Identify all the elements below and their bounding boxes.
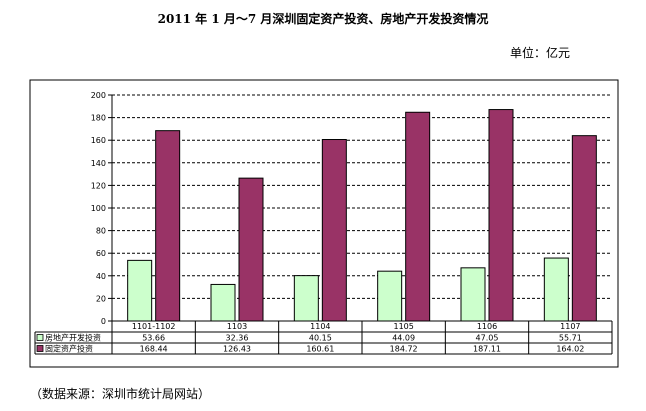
bar-fixed-asset [155, 130, 181, 322]
data-label: 40.15 [309, 334, 332, 343]
bar-fixed-asset [321, 139, 347, 322]
bar-fixed-asset [571, 135, 597, 322]
y-tick-label: 140 [91, 159, 106, 168]
data-label: 187.11 [473, 345, 501, 354]
bar-real-estate [543, 257, 569, 322]
legend-swatch [36, 345, 44, 352]
y-tick-label: 60 [96, 249, 106, 258]
x-category-label: 1104 [310, 322, 330, 331]
data-label: 44.09 [392, 334, 415, 343]
data-label: 47.05 [476, 334, 499, 343]
data-label: 168.44 [140, 345, 168, 354]
y-tick-label: 100 [91, 204, 106, 213]
y-tick-label: 20 [96, 294, 106, 303]
y-tick-label: 180 [91, 114, 106, 123]
bar-real-estate [460, 267, 486, 322]
data-label: 55.71 [559, 334, 582, 343]
y-tick-label: 80 [96, 227, 106, 236]
y-tick-label: 120 [91, 181, 106, 190]
legend-label: 固定资产投资 [45, 344, 93, 354]
data-label: 126.43 [223, 345, 251, 354]
y-tick-label: 40 [96, 272, 106, 281]
bar-fixed-asset [488, 109, 514, 322]
bar-real-estate [377, 270, 403, 322]
x-category-label: 1105 [393, 322, 413, 331]
unit-label: 单位：亿元 [510, 46, 571, 60]
data-label: 53.66 [142, 334, 165, 343]
bar-real-estate [293, 275, 319, 322]
x-category-label: 1103 [227, 322, 247, 331]
bar-real-estate [127, 259, 153, 322]
legend-label: 房地产开发投资 [45, 333, 101, 343]
bar-fixed-asset [238, 177, 264, 322]
legend-swatch [36, 334, 44, 341]
x-category-label: 1107 [560, 322, 580, 331]
data-label: 32.36 [226, 334, 249, 343]
bar-fixed-asset [405, 111, 431, 322]
data-source: （数据来源：深圳市统计局网站） [30, 387, 211, 401]
bar-real-estate [210, 283, 236, 322]
data-label: 164.02 [556, 345, 584, 354]
x-category-label: 1106 [477, 322, 497, 331]
chart-title: 2011 年 1 月～7 月深圳固定资产投资、房地产开发投资情况 [157, 12, 489, 26]
data-label: 160.61 [306, 345, 334, 354]
y-tick-label: 160 [91, 136, 106, 145]
y-tick-label: 200 [91, 91, 106, 100]
y-tick-label: 0 [101, 317, 106, 326]
x-category-label: 1101-1102 [132, 322, 176, 331]
data-label: 184.72 [390, 345, 418, 354]
